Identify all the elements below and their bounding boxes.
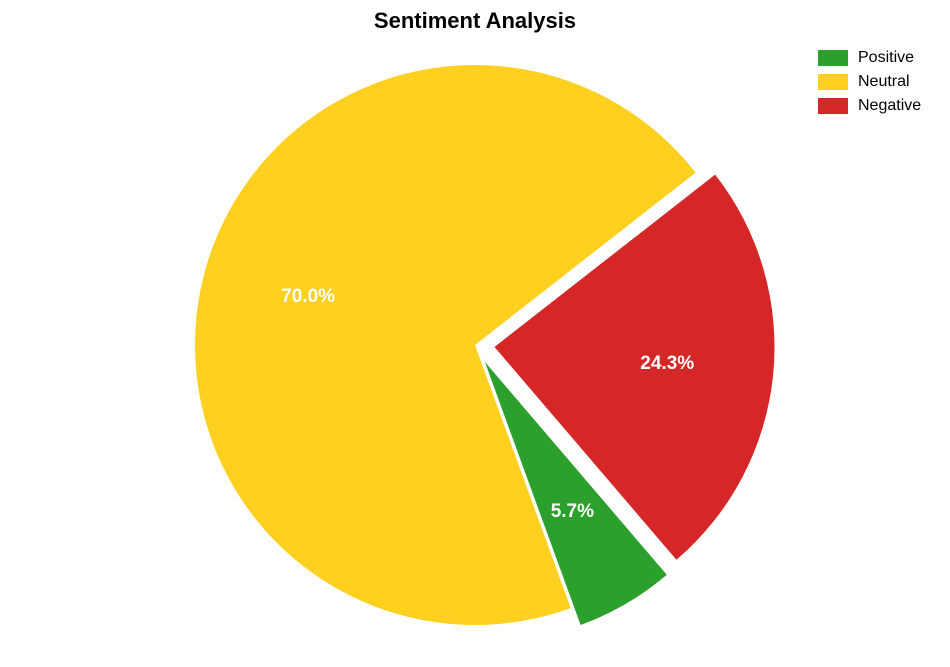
legend-label-neutral: Neutral [858, 73, 910, 91]
legend-label-positive: Positive [858, 49, 914, 67]
chart-stage: Sentiment Analysis 24.3%5.7%70.0% Positi… [0, 0, 950, 662]
pie-chart: 24.3% 5.7% 70.0% [0, 0, 950, 662]
pie-slice-label-positive: 5.7% [551, 501, 594, 523]
pie-slice-label-neutral: 70.0% [281, 286, 335, 308]
legend-item-positive: Positive [818, 46, 921, 70]
legend-item-neutral: Neutral [818, 70, 921, 94]
legend-item-negative: Negative [818, 94, 921, 118]
legend-label-negative: Negative [858, 97, 921, 115]
legend-swatch-negative [818, 98, 848, 114]
pie-svg [0, 0, 950, 662]
legend-swatch-neutral [818, 74, 848, 90]
legend: Positive Neutral Negative [818, 46, 921, 118]
legend-swatch-positive [818, 50, 848, 66]
pie-slice-label-negative: 24.3% [640, 353, 694, 375]
